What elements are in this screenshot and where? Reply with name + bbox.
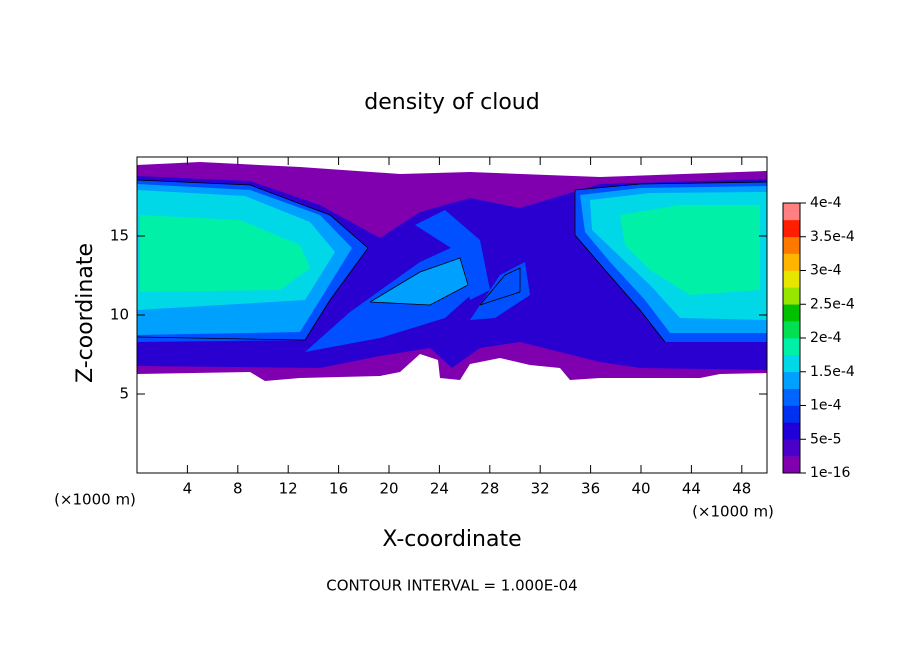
colorbar-band (783, 371, 800, 389)
field-level (370, 258, 468, 305)
contour-line (574, 181, 768, 235)
contour-line (574, 234, 666, 343)
colorbar-band (783, 304, 800, 322)
colorbar-tick-label: 1e-16 (810, 465, 850, 481)
colorbar-tick-label: 1e-4 (810, 398, 842, 414)
contour-line (479, 267, 521, 306)
contour-line (369, 257, 469, 306)
colorbar-band (783, 422, 800, 440)
x-unit: (×1000 m) (692, 503, 774, 521)
x-tick-label: 36 (581, 480, 600, 498)
colorbar-tick-label: 2.5e-4 (810, 296, 855, 312)
x-tick-label: 28 (480, 480, 499, 498)
y-tick-label: 5 (119, 385, 129, 403)
colorbar-band (783, 405, 800, 423)
x-axis-label: X-coordinate (382, 527, 521, 552)
x-tick-label: 8 (233, 480, 243, 498)
y-tick-label: 10 (110, 306, 129, 324)
colorbar-band (783, 287, 800, 305)
x-tick-label: 16 (329, 480, 348, 498)
x-tick-label: 12 (279, 480, 298, 498)
colorbar-tick-label: 5e-5 (810, 431, 841, 447)
y-unit: (×1000 m) (54, 491, 136, 509)
colorbar-band (783, 270, 800, 288)
x-tick-label: 32 (531, 480, 550, 498)
colorbar-band (783, 354, 800, 373)
colorbar-tick-label: 3.5e-4 (810, 229, 855, 245)
colorbar-band (783, 219, 800, 238)
colorbar-tick-label: 2e-4 (810, 330, 842, 346)
x-tick-label: 4 (183, 480, 193, 498)
annotation: CONTOUR INTERVAL = 1.000E-04 (326, 577, 577, 595)
x-tick-label: 44 (682, 480, 701, 498)
x-tick-label: 20 (379, 480, 398, 498)
x-tick-label: 24 (430, 480, 449, 498)
colorbar-band (783, 203, 800, 221)
field-level (140, 215, 310, 292)
field-level (470, 262, 530, 320)
colorbar-band (783, 253, 800, 271)
colorbar-band (783, 456, 800, 474)
chart-title: density of cloud (364, 90, 539, 115)
field-level (415, 210, 490, 300)
x-tick-label: 48 (732, 480, 751, 498)
colorbar-band (783, 236, 800, 254)
field-level (620, 205, 760, 295)
colorbar-band (783, 388, 800, 406)
colorbar-tick-label: 4e-4 (810, 195, 842, 211)
cloud-field (136, 162, 768, 381)
colorbar-band (783, 338, 800, 356)
colorbar-band (783, 321, 800, 339)
y-tick-label: 15 (110, 227, 129, 245)
contour-line (136, 179, 369, 341)
colorbar-tick-label: 1.5e-4 (810, 364, 855, 380)
y-axis-label: Z-coordinate (73, 243, 98, 383)
x-tick-label: 40 (631, 480, 650, 498)
colorbar-tick-label: 3e-4 (810, 263, 842, 279)
colorbar-band (783, 439, 800, 457)
